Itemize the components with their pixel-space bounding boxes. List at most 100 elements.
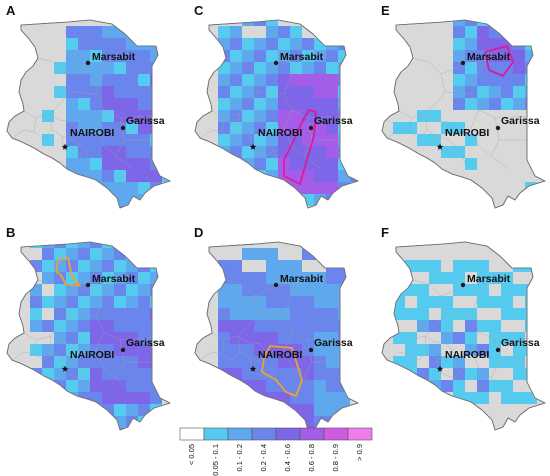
grid-cell xyxy=(405,392,417,404)
legend: < 0.05 0.05 - 0.1 0.1 - 0.2 0.2 - 0.4 0.4 - … xyxy=(179,427,373,476)
grid-cell xyxy=(78,158,90,170)
grid-cell xyxy=(90,50,102,62)
grid-cell xyxy=(78,98,90,110)
grid-cell xyxy=(266,308,278,320)
grid-cell xyxy=(138,182,150,194)
grid-cell xyxy=(302,38,314,50)
grid-cell xyxy=(218,320,230,332)
grid-cell xyxy=(254,62,266,74)
grid-cell xyxy=(218,170,230,182)
grid-cell xyxy=(513,308,525,320)
legend-label: 0.6 - 0.8 xyxy=(307,444,316,472)
grid-cell xyxy=(138,98,150,110)
grid-cell xyxy=(314,50,326,62)
grid-cell xyxy=(78,260,90,272)
map-panel-e: Marsabit Garissa NAIROBI E xyxy=(381,3,546,209)
grid-cell xyxy=(66,122,78,134)
grid-cell xyxy=(266,320,278,332)
grid-cell xyxy=(254,332,266,344)
grid-cell xyxy=(230,38,242,50)
grid-cell xyxy=(393,272,405,284)
grid-cell xyxy=(54,272,66,284)
grid-cell xyxy=(278,404,290,416)
grid-cell xyxy=(102,206,114,208)
legend-swatch xyxy=(203,427,229,441)
grid-cell xyxy=(477,392,489,404)
highlight-region-orange xyxy=(261,345,303,397)
grid-cell xyxy=(266,134,278,146)
dot-icon xyxy=(273,282,279,288)
map-panel-c: Marsabit Garissa NAIROBI C xyxy=(194,3,359,209)
grid-cell xyxy=(114,86,126,98)
grid-cell xyxy=(230,296,242,308)
grid-cell xyxy=(126,110,138,122)
grid-cell xyxy=(417,134,429,146)
grid-cell xyxy=(393,122,405,134)
grid-cell xyxy=(102,194,114,206)
grid-cell xyxy=(278,62,290,74)
dot-icon xyxy=(495,347,501,353)
grid-cell xyxy=(513,260,525,272)
grid-cell xyxy=(501,74,513,86)
grid-cell xyxy=(326,392,338,404)
grid-cell xyxy=(90,110,102,122)
grid-cell xyxy=(102,404,114,416)
grid-cell xyxy=(290,170,302,182)
grid-cell xyxy=(126,272,138,284)
grid-cell xyxy=(78,368,90,380)
grid-cell xyxy=(90,428,102,430)
grid-cell xyxy=(326,170,338,182)
grid-cell xyxy=(102,50,114,62)
grid-cell xyxy=(102,26,114,38)
grid-cell xyxy=(230,62,242,74)
grid-cell xyxy=(150,260,162,272)
grid-cell xyxy=(78,284,90,296)
grid-cell xyxy=(30,260,42,272)
grid-cell xyxy=(42,320,54,332)
grid-cell xyxy=(453,20,465,26)
grid-cell xyxy=(254,320,266,332)
grid-cell xyxy=(230,98,242,110)
grid-cell xyxy=(78,344,90,356)
grid-cell xyxy=(350,86,358,98)
grid-cell xyxy=(126,122,138,134)
grid-cell xyxy=(501,308,513,320)
grid-cell xyxy=(90,134,102,146)
grid-cell xyxy=(290,146,302,158)
grid-cell xyxy=(90,86,102,98)
grid-cell xyxy=(302,20,314,26)
grid-cell xyxy=(393,332,405,344)
grid-cell xyxy=(114,284,126,296)
grid-cell xyxy=(162,62,170,74)
grid-cell xyxy=(66,158,78,170)
grid-cell xyxy=(114,344,126,356)
grid-cell xyxy=(290,416,302,428)
grid-cell xyxy=(66,98,78,110)
city-label-marsabit: Marsabit xyxy=(92,273,136,285)
grid-cell xyxy=(242,182,254,194)
city-label-nairobi: NAIROBI xyxy=(445,349,489,361)
grid-cell xyxy=(266,38,278,50)
map-panel-b: Marsabit Garissa NAIROBI B xyxy=(6,225,171,431)
grid-cell xyxy=(138,284,150,296)
grid-cell xyxy=(441,122,453,134)
grid-cell xyxy=(66,332,78,344)
grid-cell xyxy=(78,134,90,146)
grid-cell xyxy=(102,296,114,308)
grid-cell xyxy=(242,404,254,416)
grid-cell xyxy=(513,368,525,380)
grid-cell xyxy=(429,380,441,392)
grid-cell xyxy=(30,416,42,428)
grid-cell xyxy=(278,50,290,62)
grid-cell xyxy=(302,62,314,74)
city-label-nairobi: NAIROBI xyxy=(445,127,489,139)
grid-cell xyxy=(405,344,417,356)
grid-cell xyxy=(42,380,54,392)
grid-cell xyxy=(393,308,405,320)
grid-cell xyxy=(230,380,242,392)
grid-cell xyxy=(242,194,254,206)
grid-cell xyxy=(314,320,326,332)
dot-icon xyxy=(120,125,126,131)
city-label-garissa: Garissa xyxy=(501,115,540,127)
grid-cell xyxy=(54,416,66,428)
